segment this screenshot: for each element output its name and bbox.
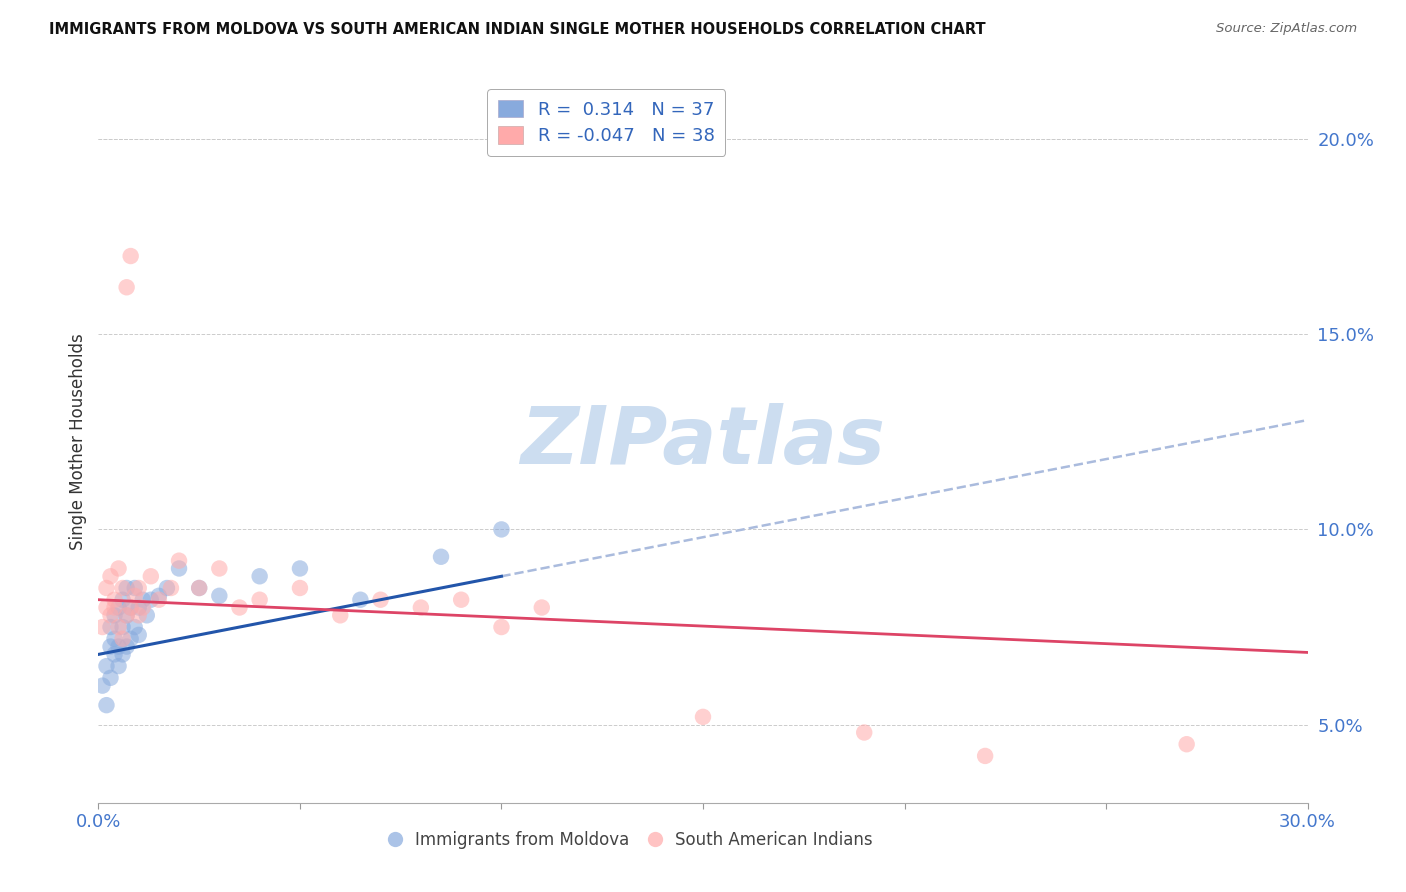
Point — [249, 592, 271, 607]
Text: IMMIGRANTS FROM MOLDOVA VS SOUTH AMERICAN INDIAN SINGLE MOTHER HOUSEHOLDS CORREL: IMMIGRANTS FROM MOLDOVA VS SOUTH AMERICA… — [49, 22, 986, 37]
Text: ZIPatlas: ZIPatlas — [520, 402, 886, 481]
Point — [132, 600, 155, 615]
Point — [107, 561, 129, 575]
Point — [100, 640, 122, 654]
Point — [115, 608, 138, 623]
Point — [692, 710, 714, 724]
Point — [409, 600, 432, 615]
Point — [111, 581, 134, 595]
Point — [249, 569, 271, 583]
Point — [91, 679, 114, 693]
Point — [329, 608, 352, 623]
Point — [349, 592, 371, 607]
Point — [974, 748, 997, 763]
Point — [167, 554, 190, 568]
Point — [139, 569, 162, 583]
Point — [96, 581, 118, 595]
Point — [111, 620, 134, 634]
Point — [156, 581, 179, 595]
Point — [120, 632, 142, 646]
Point — [103, 608, 125, 623]
Point — [115, 640, 138, 654]
Point — [450, 592, 472, 607]
Point — [107, 620, 129, 634]
Point — [128, 628, 150, 642]
Point — [124, 589, 146, 603]
Point — [188, 581, 211, 595]
Point — [288, 561, 311, 575]
Point — [103, 600, 125, 615]
Point — [135, 608, 157, 623]
Point — [167, 561, 190, 575]
Point — [120, 600, 142, 615]
Point — [103, 592, 125, 607]
Point — [148, 592, 170, 607]
Point — [120, 600, 142, 615]
Point — [100, 569, 122, 583]
Point — [139, 592, 162, 607]
Point — [107, 600, 129, 615]
Point — [96, 659, 118, 673]
Point — [208, 561, 231, 575]
Y-axis label: Single Mother Households: Single Mother Households — [69, 334, 87, 549]
Point — [111, 632, 134, 646]
Point — [370, 592, 392, 607]
Point — [120, 249, 142, 263]
Point — [288, 581, 311, 595]
Point — [132, 592, 155, 607]
Point — [128, 581, 150, 595]
Text: Source: ZipAtlas.com: Source: ZipAtlas.com — [1216, 22, 1357, 36]
Point — [491, 523, 513, 537]
Point — [530, 600, 553, 615]
Point — [491, 620, 513, 634]
Point — [96, 698, 118, 713]
Point — [124, 581, 146, 595]
Point — [430, 549, 453, 564]
Point — [111, 592, 134, 607]
Point — [111, 648, 134, 662]
Point — [103, 648, 125, 662]
Point — [103, 632, 125, 646]
Point — [148, 589, 170, 603]
Point — [124, 620, 146, 634]
Point — [128, 608, 150, 623]
Point — [107, 659, 129, 673]
Point — [91, 620, 114, 634]
Point — [115, 280, 138, 294]
Point — [128, 600, 150, 615]
Point — [228, 600, 250, 615]
Point — [100, 620, 122, 634]
Point — [208, 589, 231, 603]
Point — [100, 671, 122, 685]
Legend: Immigrants from Moldova, South American Indians: Immigrants from Moldova, South American … — [381, 824, 880, 856]
Point — [853, 725, 876, 739]
Point — [100, 608, 122, 623]
Point — [107, 640, 129, 654]
Point — [188, 581, 211, 595]
Point — [115, 581, 138, 595]
Point — [115, 608, 138, 623]
Point — [1175, 737, 1198, 751]
Point — [96, 600, 118, 615]
Point — [160, 581, 183, 595]
